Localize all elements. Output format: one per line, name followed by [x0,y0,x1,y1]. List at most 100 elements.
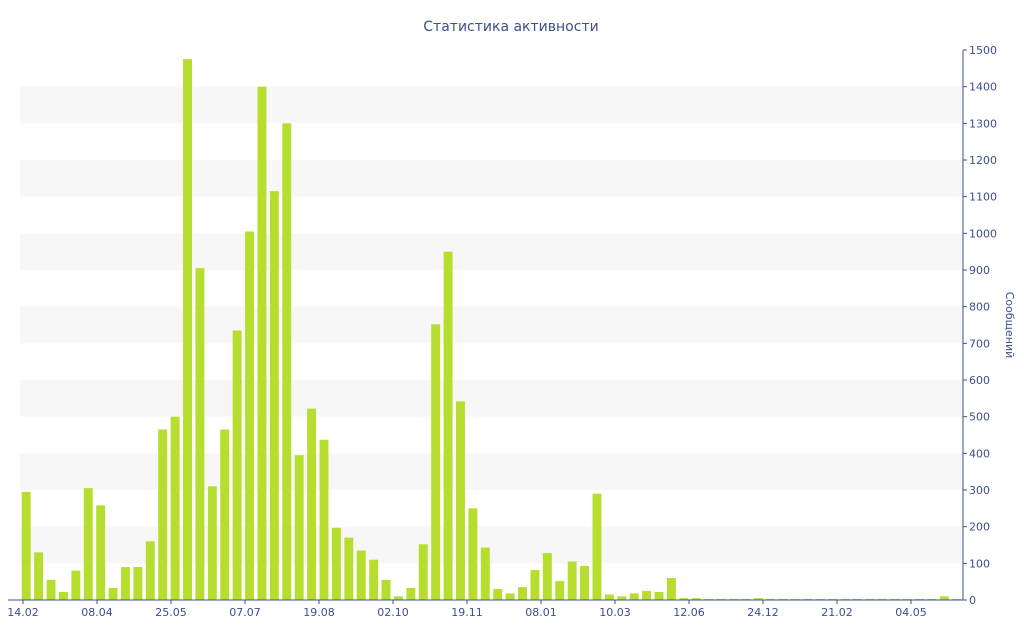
x-tick-label: 08.01 [525,606,557,619]
x-tick-label: 19.11 [451,606,483,619]
grid-band [20,306,963,344]
bar [580,565,590,600]
bar [778,598,788,600]
grid-band [20,160,963,197]
bar [815,598,825,600]
y-tick-label: 1100 [969,191,997,204]
bar [356,550,366,600]
bar [679,598,689,600]
bar [145,541,155,600]
bar [393,596,403,600]
x-tick-label: 02.10 [377,606,409,619]
bar [629,593,639,600]
bar [207,486,217,600]
bar [753,598,763,600]
y-tick-label: 200 [969,521,990,534]
y-tick-label: 300 [969,484,990,497]
bar [269,191,279,601]
bar [530,569,540,600]
y-tick-label: 1200 [969,154,997,167]
bar [865,598,875,600]
bar [369,559,379,600]
bar [133,567,143,600]
bar [791,598,800,600]
bar [158,429,168,600]
bar [257,86,267,601]
y-tick-label: 700 [969,337,990,350]
bar [294,455,304,600]
y-tick-label: 0 [969,594,976,607]
bar [567,561,577,600]
bar [654,591,664,600]
bar [555,580,565,600]
bar [381,579,391,600]
bar [666,578,676,600]
x-tick-label: 19.08 [303,606,335,619]
y-tick-label: 900 [969,264,990,277]
bar [542,553,552,600]
x-tick-label: 24.12 [747,606,779,619]
x-tick-label: 10.03 [599,606,631,619]
x-tick-label: 12.06 [673,606,705,619]
bar [418,544,428,600]
grid-bands [20,86,963,564]
bar [431,324,441,600]
axes: 0 100 200 300 400 500 600 700 800 900 1000 1100 1200… [7,44,997,619]
bar [704,598,714,600]
bar [406,587,416,600]
y-tick-label: 100 [969,557,990,570]
bar [604,594,614,600]
grid-band [20,86,963,124]
bar [741,598,751,600]
x-tick-label: 21.02 [821,606,853,619]
y-tick-label: 1400 [969,81,997,94]
bar [915,598,925,600]
bar [716,598,726,600]
y-tick-label: 1000 [969,227,997,240]
y-axis-title: Сообщений [1003,292,1016,359]
bar [468,508,478,600]
y-tick-label: 1300 [969,117,997,130]
bar [952,598,962,600]
bar [443,251,453,601]
bar [331,527,341,600]
bar [170,416,180,600]
bar [766,598,776,600]
bar [480,547,490,600]
bar [853,598,862,600]
x-tick-label: 14.02 [7,606,39,619]
bar [518,587,527,600]
bar [344,537,354,600]
x-tick-label: 25.05 [155,606,187,619]
bar [803,598,813,600]
x-tick-label: 08.04 [81,606,113,619]
grid-band [20,233,963,270]
bar [46,579,56,600]
bar [691,598,701,600]
bar [108,587,118,600]
bar [456,401,465,600]
bar [592,493,602,600]
bar [282,123,292,600]
y-tick-label: 600 [969,374,990,387]
bar [96,505,106,600]
bar [728,598,738,600]
y-tick-label: 800 [969,301,990,314]
bar [927,598,937,600]
x-tick-label: 04.05 [895,606,927,619]
bar [890,598,900,600]
grid-band [20,380,963,417]
chart-title: Статистика активности [423,19,598,35]
bar [245,231,255,600]
y-tick-label: 400 [969,447,990,460]
bar [505,593,515,600]
bar [121,567,130,600]
bar [939,596,949,600]
bar [902,598,912,600]
y-tick-label: 500 [969,411,990,424]
bar [232,330,242,600]
bar [877,598,887,600]
bar [828,598,838,600]
